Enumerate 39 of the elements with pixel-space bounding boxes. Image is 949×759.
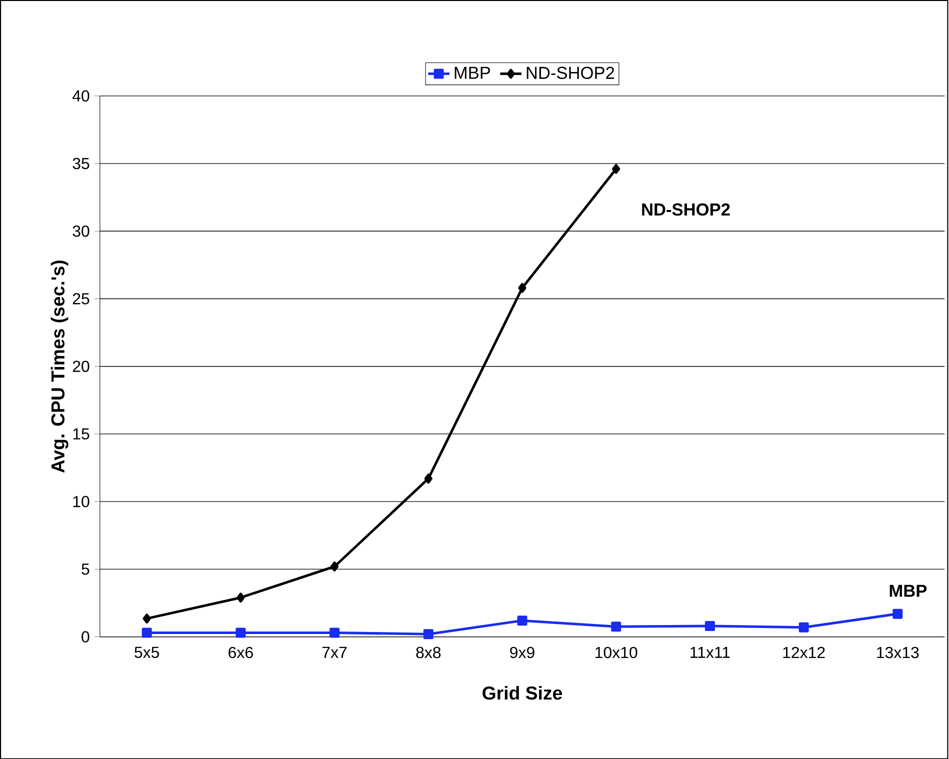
x-tick-label: 7x7 bbox=[322, 646, 347, 658]
y-tick-label: 0 bbox=[82, 630, 90, 642]
y-tick-label: 15 bbox=[73, 428, 90, 440]
x-tick-label: 8x8 bbox=[416, 646, 441, 658]
y-tick-label: 40 bbox=[72, 90, 90, 102]
point bbox=[236, 592, 245, 602]
y-tick-label: 30 bbox=[72, 225, 90, 237]
point bbox=[612, 164, 620, 174]
y-tick-label: 5 bbox=[82, 563, 90, 575]
x-tick-label: 6x6 bbox=[228, 646, 253, 658]
point bbox=[517, 615, 528, 626]
annotation: ND-SHOP2 bbox=[642, 203, 730, 216]
legend-label: ND-SHOP2 bbox=[526, 66, 614, 79]
annotation: MBP bbox=[890, 584, 927, 597]
x-tick-label: 13x13 bbox=[877, 646, 919, 658]
point bbox=[236, 628, 246, 638]
point bbox=[798, 622, 809, 632]
point bbox=[330, 561, 339, 572]
x-tick-label: 11x11 bbox=[690, 646, 730, 658]
y-tick-label: 35 bbox=[72, 158, 90, 169]
point bbox=[330, 628, 340, 638]
y-axis-title: Avg. CPU Times (sec.'s) bbox=[50, 260, 68, 472]
point bbox=[142, 613, 151, 624]
point bbox=[424, 473, 432, 484]
x-tick-label: 5x5 bbox=[134, 646, 160, 658]
y-tick-label: 25 bbox=[72, 292, 90, 304]
y-tick-label: 10 bbox=[73, 496, 90, 508]
x-tick-label: 9x9 bbox=[510, 646, 534, 658]
x-tick-label: 10x10 bbox=[596, 646, 638, 658]
point bbox=[518, 282, 526, 293]
point bbox=[611, 621, 622, 632]
x-tick-label: 12x12 bbox=[783, 646, 825, 658]
point bbox=[142, 628, 152, 638]
x-axis-title: Grid Size bbox=[482, 686, 562, 700]
point bbox=[892, 608, 903, 619]
point bbox=[704, 620, 715, 631]
legend-label: MBP bbox=[454, 66, 490, 79]
point bbox=[423, 628, 434, 639]
y-tick-label: 20 bbox=[72, 360, 90, 372]
